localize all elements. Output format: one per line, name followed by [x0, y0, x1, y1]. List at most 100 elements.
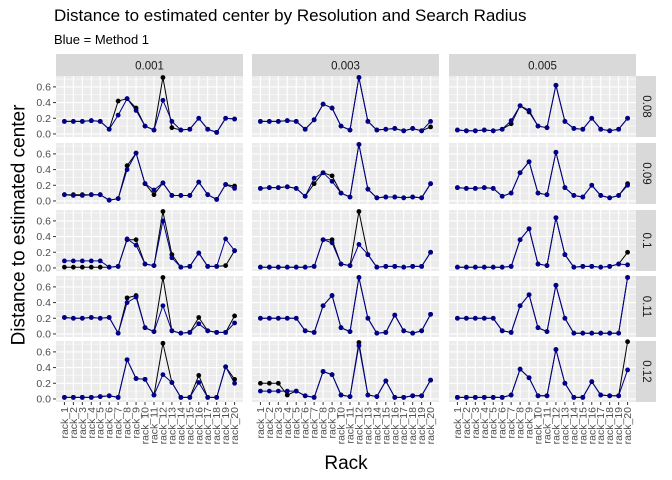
data-point-blue	[607, 128, 613, 134]
data-point-blue	[428, 119, 433, 124]
data-point-blue	[205, 263, 211, 269]
data-point-blue	[571, 394, 577, 400]
data-point-blue	[329, 240, 335, 246]
column-strip-label: 0.001	[135, 61, 164, 73]
data-point-black	[275, 380, 281, 386]
data-point-blue	[151, 392, 157, 398]
chart-subtitle: Blue = Method 1	[54, 32, 150, 47]
data-point-blue	[311, 175, 317, 181]
data-point-blue	[196, 380, 202, 385]
data-point-blue	[214, 263, 220, 269]
data-point-blue	[151, 127, 157, 133]
data-point-blue	[508, 118, 514, 124]
data-point-blue	[535, 393, 541, 399]
data-point-blue	[374, 264, 380, 270]
data-point-blue	[607, 330, 613, 336]
data-point-black	[284, 392, 290, 398]
data-point-blue	[62, 119, 67, 124]
data-point-blue	[338, 392, 344, 398]
data-point-blue	[124, 96, 130, 102]
data-point-blue	[589, 379, 595, 385]
x-tick-label: rack_14	[568, 407, 580, 445]
data-point-blue	[258, 315, 263, 321]
data-point-blue	[160, 303, 166, 309]
data-point-blue	[124, 357, 130, 363]
data-point-blue	[284, 118, 290, 124]
data-point-blue	[205, 126, 211, 132]
data-point-blue	[79, 119, 85, 124]
data-point-blue	[329, 178, 335, 184]
data-point-blue	[106, 315, 112, 320]
data-point-blue	[410, 330, 416, 336]
data-point-blue	[625, 262, 630, 268]
y-tick-label: 0.6	[36, 346, 51, 358]
data-point-black	[169, 125, 175, 131]
facet-panel	[449, 210, 636, 271]
data-point-blue	[589, 182, 595, 188]
data-point-blue	[419, 328, 425, 334]
data-point-black	[258, 380, 263, 386]
data-point-blue	[499, 394, 505, 400]
data-point-black	[70, 264, 76, 270]
data-point-blue	[598, 392, 604, 398]
data-point-blue	[124, 300, 130, 305]
x-tick-label: rack_15	[380, 407, 392, 445]
data-point-blue	[428, 249, 433, 255]
x-tick-label: rack_15	[184, 407, 196, 445]
x-tick-label: rack_8	[515, 407, 527, 439]
x-tick-label: rack_20	[425, 407, 437, 445]
panel-background	[449, 210, 636, 271]
data-point-blue	[338, 325, 344, 331]
data-point-blue	[365, 252, 371, 258]
data-point-blue	[356, 142, 362, 147]
x-tick-label: rack_7	[309, 407, 321, 439]
data-point-blue	[625, 115, 630, 121]
data-point-blue	[625, 367, 630, 373]
data-point-black	[115, 98, 121, 104]
data-point-blue	[62, 394, 67, 400]
data-point-blue	[160, 372, 166, 378]
facet-panel	[449, 339, 636, 402]
data-point-blue	[598, 264, 604, 270]
data-point-blue	[419, 128, 425, 134]
x-tick-label: rack_2	[264, 407, 276, 439]
data-point-blue	[266, 315, 272, 321]
data-point-blue	[284, 388, 290, 394]
panel-background	[449, 76, 636, 137]
data-point-blue	[517, 103, 523, 109]
data-point-blue	[410, 126, 416, 131]
y-tick-label: 0.0	[36, 393, 51, 405]
data-point-blue	[401, 195, 407, 201]
data-point-blue	[562, 185, 568, 191]
data-point-blue	[481, 185, 487, 191]
row-strip-label: 0.11	[640, 296, 652, 318]
data-point-black	[196, 373, 202, 378]
data-point-blue	[311, 117, 317, 123]
data-point-blue	[97, 315, 103, 321]
x-tick-label: rack_16	[389, 407, 401, 445]
data-point-blue	[517, 366, 523, 372]
x-tick-label: rack_18	[211, 407, 223, 445]
panel-background	[252, 210, 439, 271]
data-point-blue	[133, 242, 139, 248]
data-point-blue	[526, 292, 532, 298]
data-point-blue	[106, 393, 112, 399]
data-point-blue	[472, 128, 478, 134]
data-point-blue	[490, 315, 496, 321]
x-tick-label: rack_1	[255, 407, 267, 439]
row-strip-label: 0.1	[640, 233, 652, 249]
facet-panel	[449, 275, 636, 337]
data-point-blue	[472, 315, 478, 321]
data-point-blue	[223, 236, 229, 242]
facet-panel	[252, 340, 439, 402]
data-point-blue	[347, 329, 353, 334]
panel-background	[56, 143, 243, 204]
data-point-blue	[535, 123, 541, 129]
data-point-blue	[383, 126, 389, 132]
data-point-blue	[329, 105, 335, 111]
data-point-blue	[142, 123, 148, 129]
data-point-black	[232, 313, 237, 319]
data-point-blue	[160, 180, 166, 186]
data-point-blue	[88, 118, 94, 124]
data-point-blue	[580, 330, 586, 336]
